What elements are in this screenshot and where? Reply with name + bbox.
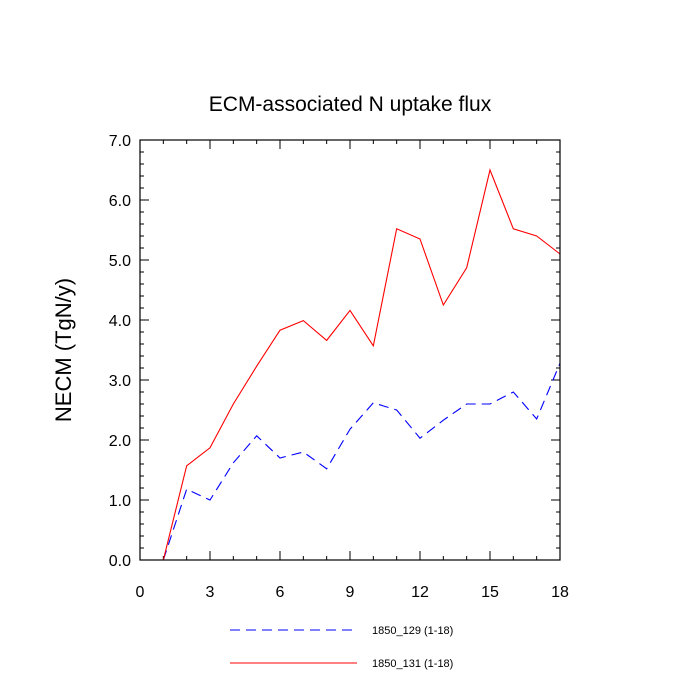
y-tick-label: 0.0 (109, 553, 131, 570)
y-tick-label: 5.0 (109, 253, 131, 270)
legend-label-1: 1850_129 (1-18) (372, 625, 453, 637)
x-tick-label: 6 (276, 584, 285, 601)
y-tick-label: 2.0 (109, 433, 131, 450)
y-tick-label: 3.0 (109, 373, 131, 390)
y-tick-label: 1.0 (109, 493, 131, 510)
y-tick-label: 7.0 (109, 133, 131, 150)
x-tick-label: 15 (481, 584, 499, 601)
plot-frame (139, 139, 561, 561)
y-axis-label: NECM (TgN/y) (51, 278, 76, 422)
x-tick-label: 12 (411, 584, 429, 601)
x-tick-label: 18 (551, 584, 569, 601)
legend: 1850_129 (1-18) 1850_131 (1-18) (230, 625, 453, 670)
series-line-2 (162, 168, 561, 561)
x-ticks: 0 3 6 9 12 15 18 (136, 140, 569, 601)
series-line-1 (162, 362, 561, 561)
chart-title: ECM-associated N uptake flux (209, 93, 492, 116)
y-ticks: 0.0 1.0 2.0 3.0 4.0 5.0 6.0 7.0 (109, 133, 560, 570)
x-tick-label: 3 (206, 584, 215, 601)
plot-lines (162, 168, 561, 561)
x-tick-label: 0 (136, 584, 145, 601)
y-tick-label: 6.0 (109, 193, 131, 210)
y-tick-label: 4.0 (109, 313, 131, 330)
x-tick-label: 9 (346, 584, 355, 601)
legend-label-2: 1850_131 (1-18) (372, 658, 453, 670)
